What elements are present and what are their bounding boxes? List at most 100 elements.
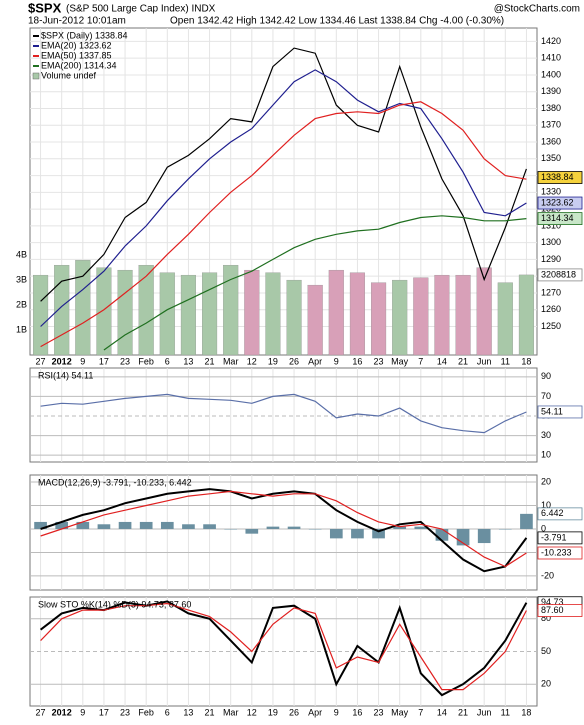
x-tick-label: 16: [352, 356, 362, 366]
series-line: [40, 488, 528, 573]
x-tick-label: 21: [458, 707, 468, 717]
x-tick-label: 7: [418, 356, 423, 366]
x-tick-label: 13: [183, 356, 193, 366]
volume-bar: [96, 267, 112, 356]
series-line: [40, 47, 527, 302]
x-tick-label: 14: [437, 707, 447, 717]
x-tick-label: 12: [247, 707, 257, 717]
end-label: 1314.34: [541, 213, 574, 223]
volume-tick-label: 2B: [16, 299, 27, 309]
y-tick-label: 1350: [541, 153, 561, 163]
x-tick-label: 11: [501, 356, 510, 366]
histogram-bar: [97, 524, 111, 529]
y-tick-label: 1290: [541, 254, 561, 264]
x-tick-label: Apr: [308, 356, 322, 366]
y-tick-label: 1310: [541, 220, 561, 230]
y-tick-label: 90: [541, 371, 551, 381]
panel: [29, 367, 538, 463]
volume-bar: [138, 264, 154, 356]
histogram-bar: [182, 524, 195, 529]
end-label-box: [537, 531, 583, 545]
end-label-box: [537, 604, 583, 617]
x-tick-label: Mar: [223, 707, 239, 717]
volume-bar: [54, 264, 70, 356]
panel-title: MACD(12,26,9) -3.791, -10.233, 6.442: [38, 477, 192, 487]
x-tick-label: Feb: [138, 707, 154, 717]
end-label-box: [537, 196, 583, 210]
y-tick-label: 1360: [541, 136, 561, 146]
volume-bar: [265, 272, 281, 356]
series-line: [40, 490, 527, 568]
x-tick-label: 23: [374, 356, 384, 366]
x-tick-label: 27: [36, 356, 46, 366]
y-tick-label: 30: [541, 430, 551, 440]
volume-bar: [180, 274, 196, 356]
x-tick-label: 2012: [52, 707, 72, 717]
source: @StockCharts.com: [494, 4, 580, 15]
y-tick-label: 50: [541, 646, 551, 656]
y-tick-label: -20: [541, 570, 554, 580]
legend-label: EMA(200) 1314.34: [41, 60, 117, 70]
series-line: [40, 393, 527, 434]
panel: [29, 474, 538, 591]
volume-bar: [518, 274, 534, 356]
y-tick-label: 1410: [541, 53, 561, 63]
volume-bar: [307, 284, 323, 356]
volume-tick-label: 1B: [16, 324, 27, 334]
y-tick-label: 20: [541, 476, 551, 486]
volume-bar: [497, 282, 513, 356]
histogram-bar: [498, 528, 512, 530]
series-line: [40, 602, 527, 691]
x-tick-label: 26: [289, 707, 299, 717]
histogram-bar: [118, 521, 132, 529]
y-tick-label: 1380: [541, 103, 561, 113]
histogram-bar: [245, 528, 259, 534]
x-tick-label: Jun: [477, 356, 492, 366]
volume-bar: [328, 269, 344, 356]
x-tick-label: May: [391, 356, 409, 366]
x-tick-label: 19: [268, 356, 278, 366]
end-label: 54.11: [541, 406, 563, 416]
histogram-bar: [351, 528, 364, 539]
histogram-bar: [329, 528, 343, 539]
volume-bar: [413, 277, 429, 356]
y-tick-label: 0: [541, 523, 546, 533]
volume-bar: [455, 274, 471, 356]
panel: [29, 27, 538, 356]
end-label: -10.233: [541, 547, 572, 557]
x-tick-label: 18: [521, 356, 531, 366]
end-label-box: [537, 546, 583, 560]
y-tick-label: 1260: [541, 304, 561, 314]
x-tick-label: 9: [80, 356, 85, 366]
histogram-bar: [287, 526, 301, 529]
end-label: 6.442: [541, 508, 564, 518]
histogram-bar: [266, 526, 280, 529]
y-tick-label: 1400: [541, 69, 561, 79]
y-tick-label: 1390: [541, 86, 561, 96]
volume-bar: [244, 269, 260, 356]
x-tick-label: 21: [205, 707, 215, 717]
x-tick-label: 19: [268, 707, 278, 717]
volume-bar: [392, 279, 408, 356]
symbol-name: (S&P 500 Large Cap Index) INDX: [66, 4, 216, 15]
x-tick-label: 23: [120, 356, 130, 366]
x-tick-label: 16: [352, 707, 362, 717]
x-tick-label: Mar: [223, 356, 239, 366]
y-tick-label: 80: [541, 613, 551, 623]
legend-label: Volume undef: [41, 70, 97, 80]
volume-end-label: 3208818: [541, 269, 576, 279]
y-tick-label: 1250: [541, 321, 561, 331]
x-tick-label: 23: [374, 707, 384, 717]
x-tick-label: 18: [521, 707, 531, 717]
panel-title: RSI(14) 54.11: [38, 370, 93, 380]
y-tick-label: 20: [541, 679, 551, 689]
series-line: [39, 600, 528, 697]
x-tick-label: 6: [165, 707, 170, 717]
end-label-box: [537, 405, 583, 419]
quote: Open 1342.42 High 1342.42 Low 1334.46 La…: [170, 16, 504, 27]
histogram-bar: [308, 528, 322, 530]
series-line: [40, 69, 527, 327]
histogram-bar: [76, 521, 90, 529]
y-tick-label: 1270: [541, 287, 561, 297]
